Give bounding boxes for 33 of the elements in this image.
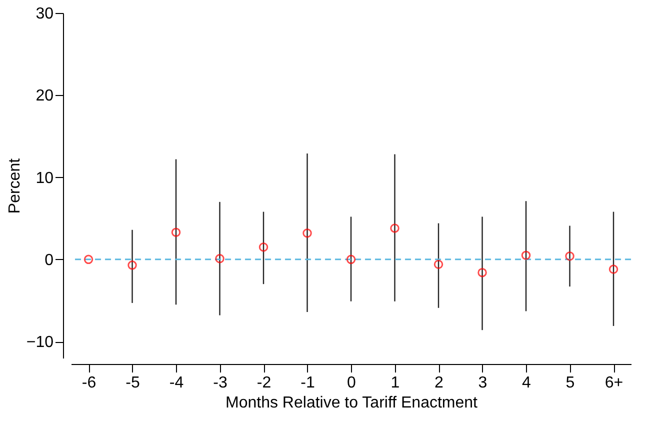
y-tick-label: 20: [36, 88, 54, 105]
x-tick-label: 2: [434, 374, 444, 392]
x-tick-label: 6+: [604, 374, 624, 392]
y-tick-label: 0: [44, 252, 54, 269]
point: [565, 252, 574, 261]
point: [521, 250, 531, 260]
point: [128, 260, 137, 270]
x-tick-label: -2: [256, 374, 272, 392]
point: [346, 254, 356, 264]
point: [478, 268, 487, 278]
y-tick-label: 10: [36, 170, 54, 187]
y-tick-label: 30: [36, 6, 54, 22]
y-axis-title: Percent: [6, 158, 24, 214]
y-tick-label: −10: [26, 334, 54, 352]
x-tick-label: -4: [169, 374, 184, 392]
x-tick-label: 3: [478, 374, 488, 392]
point: [215, 254, 224, 264]
point: [84, 254, 94, 264]
x-tick-label: 0: [347, 374, 356, 392]
x-axis-title: Months Relative to Tariff Enactment: [226, 394, 478, 412]
x-tick-label: -3: [213, 374, 228, 392]
x-tick-label: -6: [82, 374, 96, 392]
point: [608, 264, 618, 274]
point: [171, 228, 181, 237]
point: [434, 260, 444, 269]
x-tick-label: -5: [126, 374, 140, 392]
x-tick-label: 5: [566, 374, 575, 392]
x-tick-label: -1: [300, 374, 315, 392]
point: [258, 242, 268, 252]
point: [390, 224, 400, 233]
point: [302, 228, 312, 238]
x-tick-label: 1: [390, 374, 400, 392]
x-tick-label: 4: [522, 374, 532, 392]
